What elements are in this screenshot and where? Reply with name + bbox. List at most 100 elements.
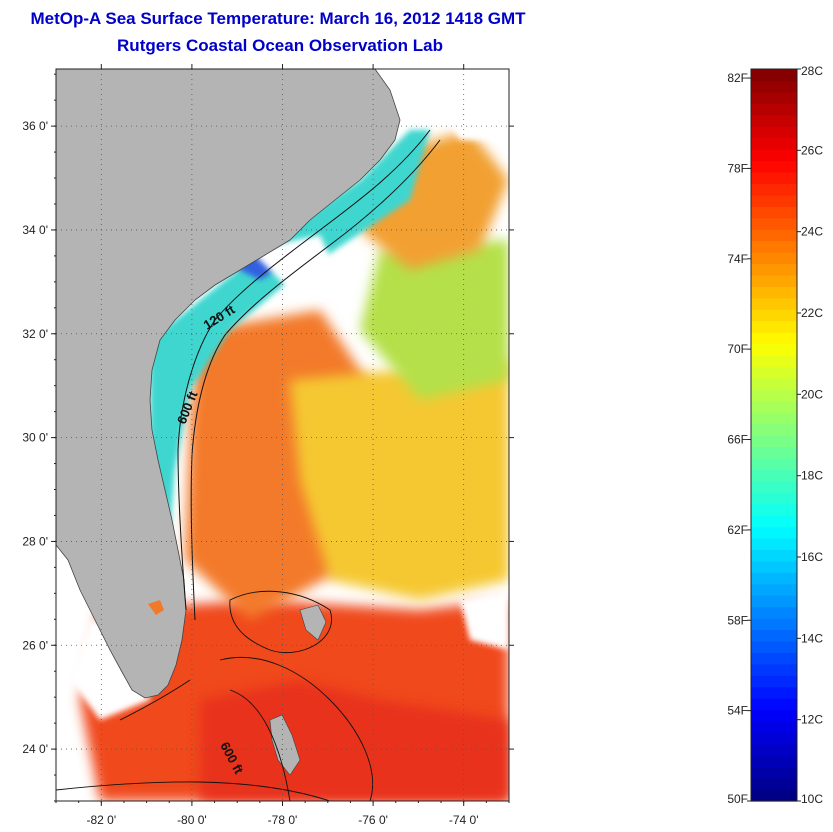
colorbar-swatch <box>751 755 797 768</box>
colorbar-swatch <box>751 137 797 150</box>
colorbar-swatch <box>751 446 797 459</box>
colorbar-fahrenheit-label: 82F <box>727 71 748 85</box>
lon-tick-label: -82 0' <box>86 813 116 827</box>
colorbar-swatch <box>751 743 797 756</box>
colorbar-swatch <box>751 686 797 699</box>
colorbar-swatch <box>751 515 797 528</box>
colorbar-swatch <box>751 309 797 322</box>
colorbar-celsius-label: 22C <box>801 306 823 320</box>
colorbar-swatch <box>751 80 797 93</box>
colorbar-swatch <box>751 354 797 367</box>
contour-bahamas <box>229 590 332 654</box>
colorbar-swatch <box>751 457 797 470</box>
colorbar-swatch <box>751 480 797 493</box>
lon-tick-label: -80 0' <box>177 813 207 827</box>
colorbar: 28C 26C 24C 22C 20C 18C 16C 14C 12C 10C 82F 78F 74F… <box>727 64 823 806</box>
colorbar-swatch <box>751 171 797 184</box>
colorbar-swatch <box>751 206 797 219</box>
contour-120ft <box>177 129 431 611</box>
lon-tick-label: -74 0' <box>449 813 479 827</box>
sst-region-bahamas-red <box>200 680 509 801</box>
longitude-axis: -82 0' -80 0' -78 0' -76 0' -74 0' <box>55 64 510 827</box>
colorbar-fahrenheit-label: 62F <box>727 523 748 537</box>
colorbar-swatch <box>751 183 797 196</box>
colorbar-swatch <box>751 412 797 425</box>
sst-region-northeast-green <box>360 240 509 400</box>
lon-tick-label: -78 0' <box>268 813 298 827</box>
sst-map: 120 ft 600 ft 600 ft 36 0' 34 0' 32 0' 30 0… <box>22 64 514 827</box>
colorbar-swatch <box>751 126 797 139</box>
colorbar-swatch <box>751 229 797 242</box>
contour-florida-straits <box>56 679 331 801</box>
colorbar-swatch <box>751 572 797 585</box>
sst-region-central-yellow <box>290 360 509 600</box>
map-subtitle: Rutgers Coastal Ocean Observation Lab <box>117 36 443 55</box>
colorbar-swatch <box>751 114 797 127</box>
land-bahamas-andros <box>269 714 301 776</box>
colorbar-swatches <box>751 69 797 802</box>
colorbar-celsius-label: 20C <box>801 387 823 401</box>
colorbar-swatch <box>751 652 797 665</box>
contour-600ft <box>190 139 441 621</box>
colorbar-swatch <box>751 332 797 345</box>
sst-field: 120 ft 600 ft 600 ft <box>56 69 509 801</box>
colorbar-celsius-label: 24C <box>801 225 823 239</box>
grid-lines <box>56 69 509 801</box>
colorbar-swatch <box>751 560 797 573</box>
colorbar-fahrenheit-label: 58F <box>727 613 748 627</box>
colorbar-celsius-label: 28C <box>801 64 823 78</box>
colorbar-swatch <box>751 526 797 539</box>
colorbar-celsius-label: 26C <box>801 143 823 157</box>
colorbar-swatch <box>751 583 797 596</box>
colorbar-swatch <box>751 766 797 779</box>
colorbar-swatch <box>751 389 797 402</box>
colorbar-celsius-label: 18C <box>801 469 823 483</box>
map-title: MetOp-A Sea Surface Temperature: March 1… <box>30 9 526 28</box>
colorbar-celsius-label: 12C <box>801 713 823 727</box>
lat-tick-label: 24 0' <box>22 742 48 756</box>
colorbar-swatch <box>751 103 797 116</box>
colorbar-swatch <box>751 503 797 516</box>
colorbar-fahrenheit-label: 66F <box>727 433 748 447</box>
colorbar-swatch <box>751 492 797 505</box>
lat-tick-label: 26 0' <box>22 638 48 652</box>
colorbar-swatch <box>751 595 797 608</box>
cloud-gap <box>250 235 340 300</box>
lat-tick-label: 36 0' <box>22 119 48 133</box>
colorbar-swatch <box>751 194 797 207</box>
colorbar-fahrenheit-label: 74F <box>727 252 748 266</box>
lat-tick-label: 34 0' <box>22 223 48 237</box>
cloud-gap <box>460 590 509 650</box>
colorbar-swatch <box>751 274 797 287</box>
land-lake-okeechobee <box>148 600 164 615</box>
colorbar-swatch <box>751 640 797 653</box>
colorbar-swatch <box>751 263 797 276</box>
colorbar-swatch <box>751 377 797 390</box>
colorbar-swatch <box>751 217 797 230</box>
colorbar-swatch <box>751 549 797 562</box>
colorbar-swatch <box>751 629 797 642</box>
colorbar-fahrenheit-label: 54F <box>727 704 748 718</box>
colorbar-celsius-label: 10C <box>801 792 823 806</box>
colorbar-swatch <box>751 286 797 299</box>
contour-bahamas-south <box>219 656 374 801</box>
lat-tick-label: 32 0' <box>22 327 48 341</box>
colorbar-swatch <box>751 297 797 310</box>
colorbar-swatch <box>751 343 797 356</box>
colorbar-swatch <box>751 732 797 745</box>
colorbar-celsius-label: 14C <box>801 631 823 645</box>
colorbar-fahrenheit-labels: 82F 78F 74F 70F 66F 62F 58F 54F 50F <box>727 71 751 806</box>
colorbar-swatch <box>751 69 797 82</box>
colorbar-swatch <box>751 149 797 162</box>
colorbar-frame <box>750 68 798 802</box>
colorbar-swatch <box>751 240 797 253</box>
colorbar-celsius-label: 16C <box>801 550 823 564</box>
colorbar-swatch <box>751 789 797 802</box>
colorbar-swatch <box>751 709 797 722</box>
lat-tick-label: 28 0' <box>22 534 48 548</box>
cloud-gap <box>420 80 509 140</box>
colorbar-swatch <box>751 160 797 173</box>
colorbar-swatch <box>751 320 797 333</box>
colorbar-swatch <box>751 400 797 413</box>
lat-tick-label: 30 0' <box>22 431 48 445</box>
